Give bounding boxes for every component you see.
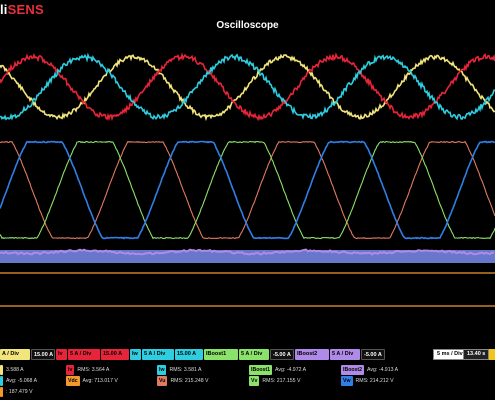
trace-current-cyan xyxy=(0,52,495,121)
legend-chip-6[interactable]: 5 A / Div xyxy=(142,349,174,360)
measurement-tag: Iw xyxy=(157,365,167,375)
trace-voltage-blue xyxy=(0,140,495,240)
measurement-9: Vw RMS: 214.212 V xyxy=(341,376,394,386)
measurement-tag: Vdc xyxy=(66,376,80,386)
legend-chip-8[interactable]: IBoost1 xyxy=(204,349,238,360)
legend-chip-4[interactable]: 15.00 A xyxy=(101,349,129,360)
measurement-value: Avg: 713.017 V xyxy=(82,378,118,384)
measurement-value: Avg: -4.913 A xyxy=(367,367,399,373)
measurement-value: Avg: -5.068 A xyxy=(6,378,38,384)
measurement-value: RMS: 3.581 A xyxy=(169,367,202,373)
measurement-4: IBoost2 Avg: -4.913 A xyxy=(341,365,398,375)
measurement-value: : 187.479 V xyxy=(6,389,33,395)
trace-voltage-green xyxy=(0,140,495,240)
measurement-5: Avg: -5.068 A xyxy=(0,376,37,386)
timebase-div[interactable]: 5 ms / Div xyxy=(433,349,467,360)
side-tab[interactable] xyxy=(489,349,495,360)
measurement-8: Vv RMS: 217.155 V xyxy=(249,376,300,386)
page-title: Oscilloscope xyxy=(216,20,279,31)
legend-chip-11[interactable]: IBoost2 xyxy=(295,349,329,360)
legend-chip-2[interactable]: Iv xyxy=(56,349,67,360)
legend-chip-5[interactable]: Iw xyxy=(130,349,141,360)
measurement-7: Vu RMS: 215.248 V xyxy=(157,376,209,386)
measurements-panel: 3.588 A Iv RMS: 3.564 A Iw RMS: 3.581 A IBoos… xyxy=(0,365,495,400)
legend-chip-10[interactable]: -5.00 A xyxy=(270,349,294,360)
legend-chip-0[interactable]: A / Div xyxy=(0,349,30,360)
measurement-2: Iw RMS: 3.581 A xyxy=(157,365,202,375)
measurement-3: IBoost1 Avg: -4.972 A xyxy=(249,365,306,375)
measurement-tag: Vw xyxy=(341,376,353,386)
measurement-tag: IBoost2 xyxy=(341,365,365,375)
measurement-tag: Vv xyxy=(249,376,260,386)
measurement-value: RMS: 3.564 A xyxy=(77,367,110,373)
oscilloscope-plot[interactable] xyxy=(0,32,495,350)
legend-chip-12[interactable]: 5 A / Div xyxy=(330,349,360,360)
measurement-tag: IBoost1 xyxy=(249,365,273,375)
measurement-value: Avg: -4.972 A xyxy=(275,367,307,373)
measurement-6: Vdc Avg: 713.017 V xyxy=(66,376,118,386)
measurement-value: RMS: 215.248 V xyxy=(170,378,209,384)
measurement-tag: Iv xyxy=(66,365,75,375)
measurement-tag: Vu xyxy=(157,376,168,386)
measurement-1: Iv RMS: 3.564 A xyxy=(66,365,109,375)
legend-chip-3[interactable]: 5 A / Div xyxy=(68,349,100,360)
measurement-value: 3.588 A xyxy=(6,367,24,373)
measurement-value: RMS: 214.212 V xyxy=(355,378,394,384)
measurement-10: : 187.479 V xyxy=(0,387,33,397)
legend-chip-7[interactable]: 15.00 A xyxy=(175,349,203,360)
legend-chip-13[interactable]: -5.00 A xyxy=(361,349,385,360)
measurement-value: RMS: 217.155 V xyxy=(262,378,301,384)
measurement-0: 3.588 A xyxy=(0,365,24,375)
legend-chip-9[interactable]: 5 A / Div xyxy=(239,349,269,360)
channel-legend: A / Div 15.00 A Iv 5 A / Div 15.00 A Iw 5 A / … xyxy=(0,349,495,362)
legend-chip-1[interactable]: 15.00 A xyxy=(31,349,55,360)
trace-current-red xyxy=(0,52,495,122)
trace-boost-violet xyxy=(0,248,495,256)
app-logo: liSENS xyxy=(0,2,44,17)
timebase-position[interactable]: 13.40 s xyxy=(463,349,490,360)
trace-voltage-salmon xyxy=(0,140,495,240)
